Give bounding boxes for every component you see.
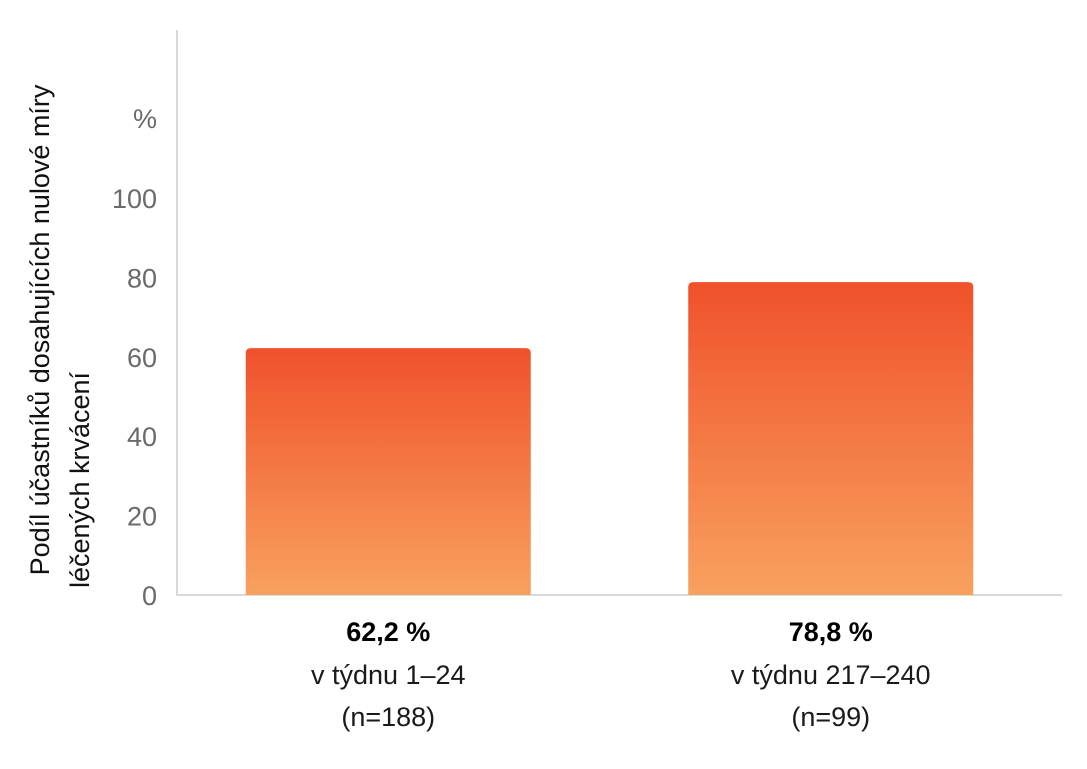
y-axis-ticks: 0 20 40 60 80 100	[112, 184, 157, 611]
value-label: 78,8 %	[789, 617, 873, 647]
y-tick-label: 40	[127, 422, 157, 452]
bars	[245, 282, 974, 595]
bar-1	[245, 348, 531, 595]
y-tick-label: 0	[142, 581, 157, 611]
y-axis-title-line-2: léčených krvácení	[65, 371, 95, 588]
x-axis-labels: 62,2 % v týdnu 1–24 (n=188) 78,8 % v týdnu 2…	[311, 617, 931, 732]
bar-2	[688, 282, 974, 595]
y-axis-unit: %	[133, 104, 157, 134]
category-label: v týdnu 1–24	[311, 660, 466, 690]
value-label: 62,2 %	[346, 617, 430, 647]
category-label: v týdnu 217–240	[731, 660, 931, 690]
sample-size-label: (n=188)	[341, 702, 435, 732]
y-axis-title-line-1: Podíl účastníků dosahujících nulové míry	[25, 84, 55, 575]
y-tick-label: 60	[127, 343, 157, 373]
y-tick-label: 100	[112, 184, 157, 214]
y-tick-label: 20	[127, 502, 157, 532]
sample-size-label: (n=99)	[791, 702, 870, 732]
y-tick-label: 80	[127, 263, 157, 293]
